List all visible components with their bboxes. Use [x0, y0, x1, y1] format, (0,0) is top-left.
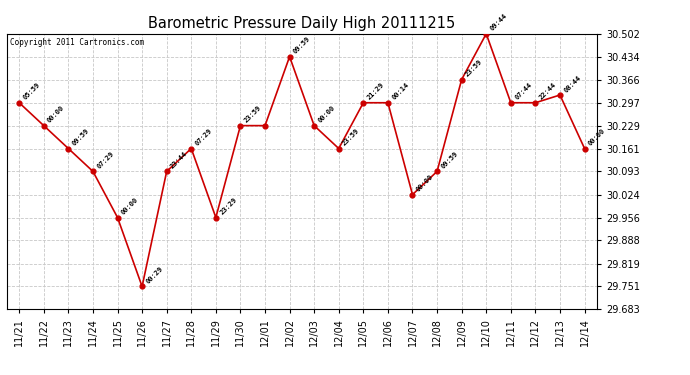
Text: 22:44: 22:44 [538, 82, 558, 101]
Text: 23:59: 23:59 [243, 105, 262, 124]
Point [137, 284, 148, 290]
Point [14, 100, 25, 106]
Point [63, 146, 74, 152]
Text: 00:29: 00:29 [145, 266, 164, 285]
Point [259, 123, 270, 129]
Text: 07:29: 07:29 [194, 128, 213, 147]
Point [88, 168, 99, 174]
Text: 09:59: 09:59 [71, 128, 90, 147]
Text: 00:00: 00:00 [317, 105, 336, 124]
Text: 23:44: 23:44 [170, 150, 189, 170]
Point [112, 214, 123, 220]
Point [407, 192, 418, 198]
Point [235, 123, 246, 129]
Point [579, 146, 590, 152]
Point [284, 54, 295, 60]
Point [308, 123, 319, 129]
Text: 00:00: 00:00 [120, 196, 139, 216]
Text: 00:00: 00:00 [415, 174, 435, 193]
Point [333, 146, 344, 152]
Text: 23:59: 23:59 [464, 58, 484, 78]
Point [382, 100, 393, 106]
Point [210, 214, 221, 220]
Text: 09:44: 09:44 [489, 13, 509, 32]
Title: Barometric Pressure Daily High 20111215: Barometric Pressure Daily High 20111215 [148, 16, 455, 31]
Point [431, 168, 442, 174]
Text: 23:59: 23:59 [342, 128, 361, 147]
Text: 00:00: 00:00 [46, 105, 66, 124]
Text: 23:29: 23:29 [219, 196, 238, 216]
Point [38, 123, 49, 129]
Text: 07:29: 07:29 [96, 150, 115, 170]
Text: 00:00: 00:00 [587, 128, 607, 147]
Point [530, 100, 541, 106]
Text: 09:59: 09:59 [293, 36, 312, 55]
Text: 05:59: 05:59 [22, 82, 41, 101]
Text: 00:14: 00:14 [391, 82, 410, 101]
Point [456, 76, 467, 82]
Point [186, 146, 197, 152]
Text: 08:44: 08:44 [563, 74, 582, 93]
Point [481, 31, 492, 37]
Text: Copyright 2011 Cartronics.com: Copyright 2011 Cartronics.com [10, 38, 144, 47]
Text: 07:44: 07:44 [513, 82, 533, 101]
Point [358, 100, 369, 106]
Point [161, 168, 172, 174]
Point [505, 100, 516, 106]
Text: 09:59: 09:59 [440, 150, 459, 170]
Text: 21:29: 21:29 [366, 82, 386, 101]
Point [555, 92, 566, 98]
